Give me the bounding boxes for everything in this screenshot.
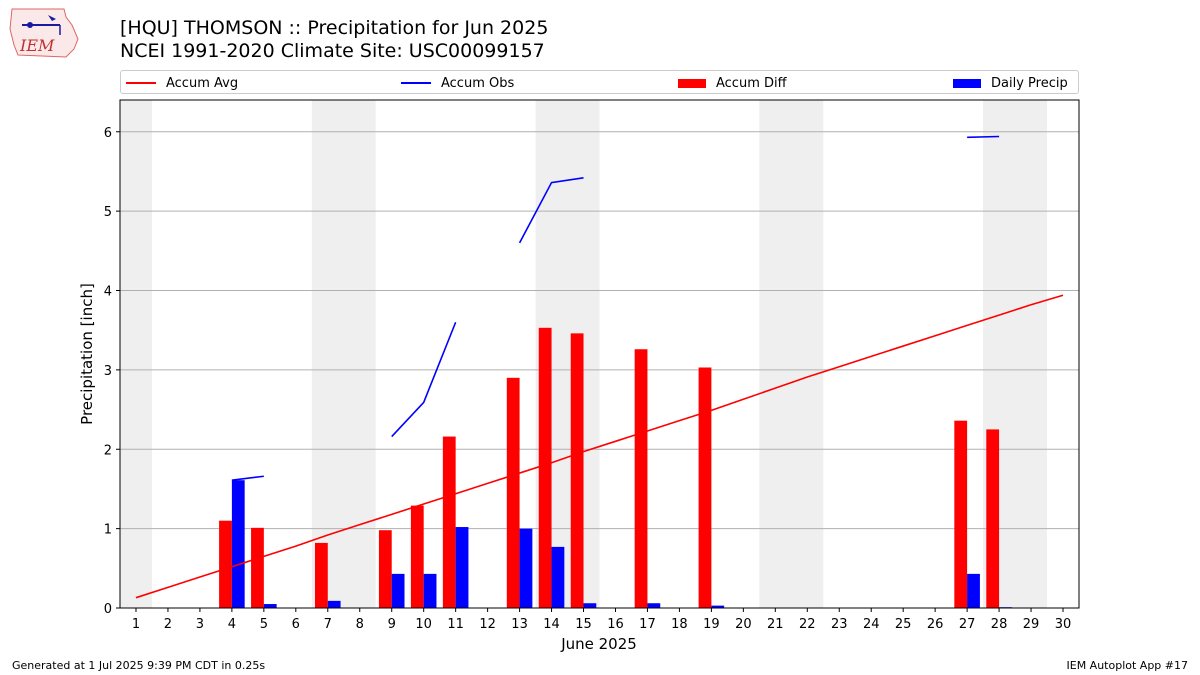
daily-precip-bar-4 (232, 480, 245, 608)
daily-precip-bar-9 (392, 574, 405, 608)
legend-swatch-daily-precip (953, 79, 981, 88)
x-tick-label-4: 4 (228, 617, 236, 632)
daily-precip-bar-14 (552, 547, 565, 608)
x-axis-label: June 2025 (560, 635, 637, 653)
x-tick-label-12: 12 (479, 617, 496, 632)
accum-diff-bar-4 (219, 521, 232, 608)
x-tick-label-23: 23 (831, 617, 848, 632)
daily-precip-bar-11 (456, 527, 469, 608)
x-axis-ticks: 1 2 3 4 5 6 7 8 9 10 11 12 13 14 15 16 17 18 19 20 21 22 23 24 2… (132, 608, 1071, 632)
x-tick-label-8: 8 (356, 617, 364, 632)
accum-diff-bar-14 (539, 328, 552, 608)
chart-title: [HQU] THOMSON :: Precipitation for Jun 2… (120, 17, 548, 39)
legend-item-accum-avg: Accum Avg (126, 74, 238, 92)
x-tick-label-3: 3 (196, 617, 204, 632)
x-tick-label-21: 21 (767, 617, 784, 632)
legend-label-daily-precip: Daily Precip (991, 76, 1068, 91)
x-tick-label-28: 28 (991, 617, 1008, 632)
y-tick-label-5: 5 (104, 205, 112, 220)
x-tick-label-9: 9 (388, 617, 396, 632)
accum-diff-bar-19 (699, 367, 712, 608)
iem-logo: IEM (8, 5, 80, 59)
daily-precip-bar-5 (264, 604, 277, 608)
legend-label-accum-obs: Accum Obs (441, 76, 514, 91)
x-tick-label-27: 27 (959, 617, 976, 632)
y-tick-label-0: 0 (104, 602, 112, 617)
precipitation-chart: 1 2 3 4 5 6 7 8 9 10 11 12 13 14 15 16 17 18 19 20 21 22 23 24 2… (0, 0, 1200, 675)
accum-obs-line-1 (392, 322, 456, 436)
x-tick-label-1: 1 (132, 617, 140, 632)
footer-app: IEM Autoplot App #17 (1067, 659, 1189, 672)
y-tick-label-6: 6 (104, 126, 112, 141)
x-tick-label-18: 18 (671, 617, 688, 632)
accum-diff-bar-10 (411, 506, 424, 608)
weekend-band-3 (759, 100, 823, 608)
accum-diff-bar-9 (379, 530, 392, 608)
accum-diff-bar-11 (443, 437, 456, 608)
daily-precip-bar-7 (328, 601, 341, 608)
accum-obs-line-3 (967, 137, 999, 138)
x-tick-label-14: 14 (543, 617, 560, 632)
accum-diff-bar-15 (571, 333, 584, 608)
daily-precip-bar-27 (967, 574, 980, 608)
logo-text: IEM (19, 36, 55, 55)
accum-diff-bar-28 (986, 429, 999, 608)
legend-item-accum-obs: Accum Obs (401, 74, 514, 92)
daily-precip-bar-15 (584, 603, 597, 608)
legend-swatch-accum-avg (126, 82, 156, 84)
legend-swatch-accum-diff (678, 79, 706, 88)
x-tick-label-19: 19 (703, 617, 720, 632)
y-tick-label-1: 1 (104, 523, 112, 538)
legend-item-accum-diff: Accum Diff (678, 74, 787, 92)
chart-subtitle: NCEI 1991-2020 Climate Site: USC00099157 (120, 40, 545, 62)
x-tick-label-10: 10 (415, 617, 432, 632)
y-axis-label: Precipitation [inch] (78, 283, 96, 425)
daily-precip-bar-13 (520, 529, 533, 608)
x-tick-label-2: 2 (164, 617, 172, 632)
x-tick-label-29: 29 (1023, 617, 1040, 632)
legend-label-accum-diff: Accum Diff (716, 76, 787, 91)
accum-diff-bar-7 (315, 543, 328, 608)
y-tick-label-3: 3 (104, 364, 112, 379)
daily-precip-bar-17 (647, 603, 660, 608)
accum-diff-bar-5 (251, 528, 264, 608)
y-tick-label-4: 4 (104, 285, 112, 300)
chart-legend: Accum Avg Accum Obs Accum Diff Daily Pre… (120, 70, 1079, 94)
x-tick-label-6: 6 (292, 617, 300, 632)
x-tick-label-15: 15 (575, 617, 592, 632)
x-tick-label-11: 11 (447, 617, 464, 632)
y-axis-ticks: 0 1 2 3 4 5 6 (104, 126, 120, 617)
daily-precip-bar-10 (424, 574, 437, 608)
legend-label-accum-avg: Accum Avg (166, 76, 238, 91)
y-tick-label-2: 2 (104, 443, 112, 458)
x-tick-label-22: 22 (799, 617, 816, 632)
x-tick-label-5: 5 (260, 617, 268, 632)
weekend-band-0 (120, 100, 152, 608)
accum-diff-bar-17 (635, 349, 648, 608)
x-tick-label-30: 30 (1055, 617, 1072, 632)
legend-item-daily-precip: Daily Precip (953, 74, 1068, 92)
x-tick-label-25: 25 (895, 617, 912, 632)
x-tick-label-24: 24 (863, 617, 880, 632)
x-tick-label-26: 26 (927, 617, 944, 632)
legend-swatch-accum-obs (401, 82, 431, 84)
x-tick-label-17: 17 (639, 617, 656, 632)
accum-diff-bar-27 (954, 421, 967, 608)
weekend-band-1 (312, 100, 376, 608)
accum-diff-bar-13 (507, 378, 520, 608)
footer-generated: Generated at 1 Jul 2025 9:39 PM CDT in 0… (12, 659, 265, 672)
x-tick-label-7: 7 (324, 617, 332, 632)
x-tick-label-20: 20 (735, 617, 752, 632)
x-tick-label-16: 16 (607, 617, 624, 632)
accum-obs-line-0 (232, 476, 264, 480)
x-tick-label-13: 13 (511, 617, 528, 632)
